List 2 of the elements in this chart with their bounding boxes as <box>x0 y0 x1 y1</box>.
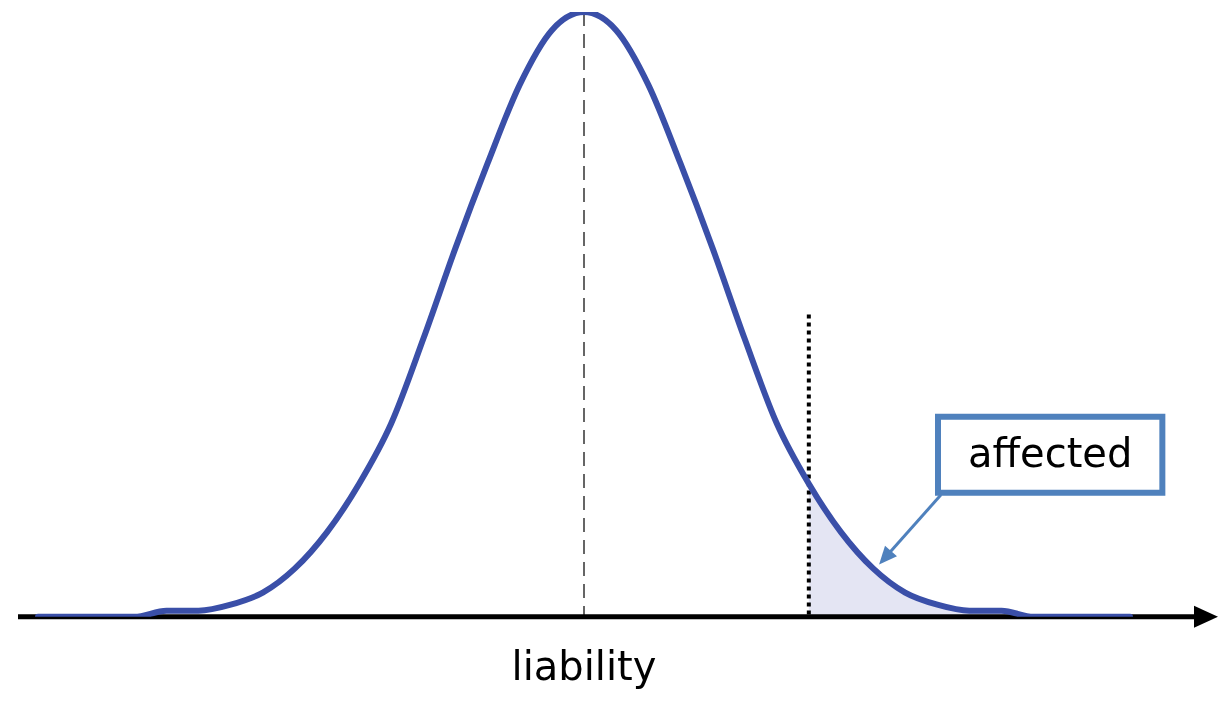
x-axis-title: liability <box>511 643 657 690</box>
annotation: affected <box>968 430 1133 477</box>
